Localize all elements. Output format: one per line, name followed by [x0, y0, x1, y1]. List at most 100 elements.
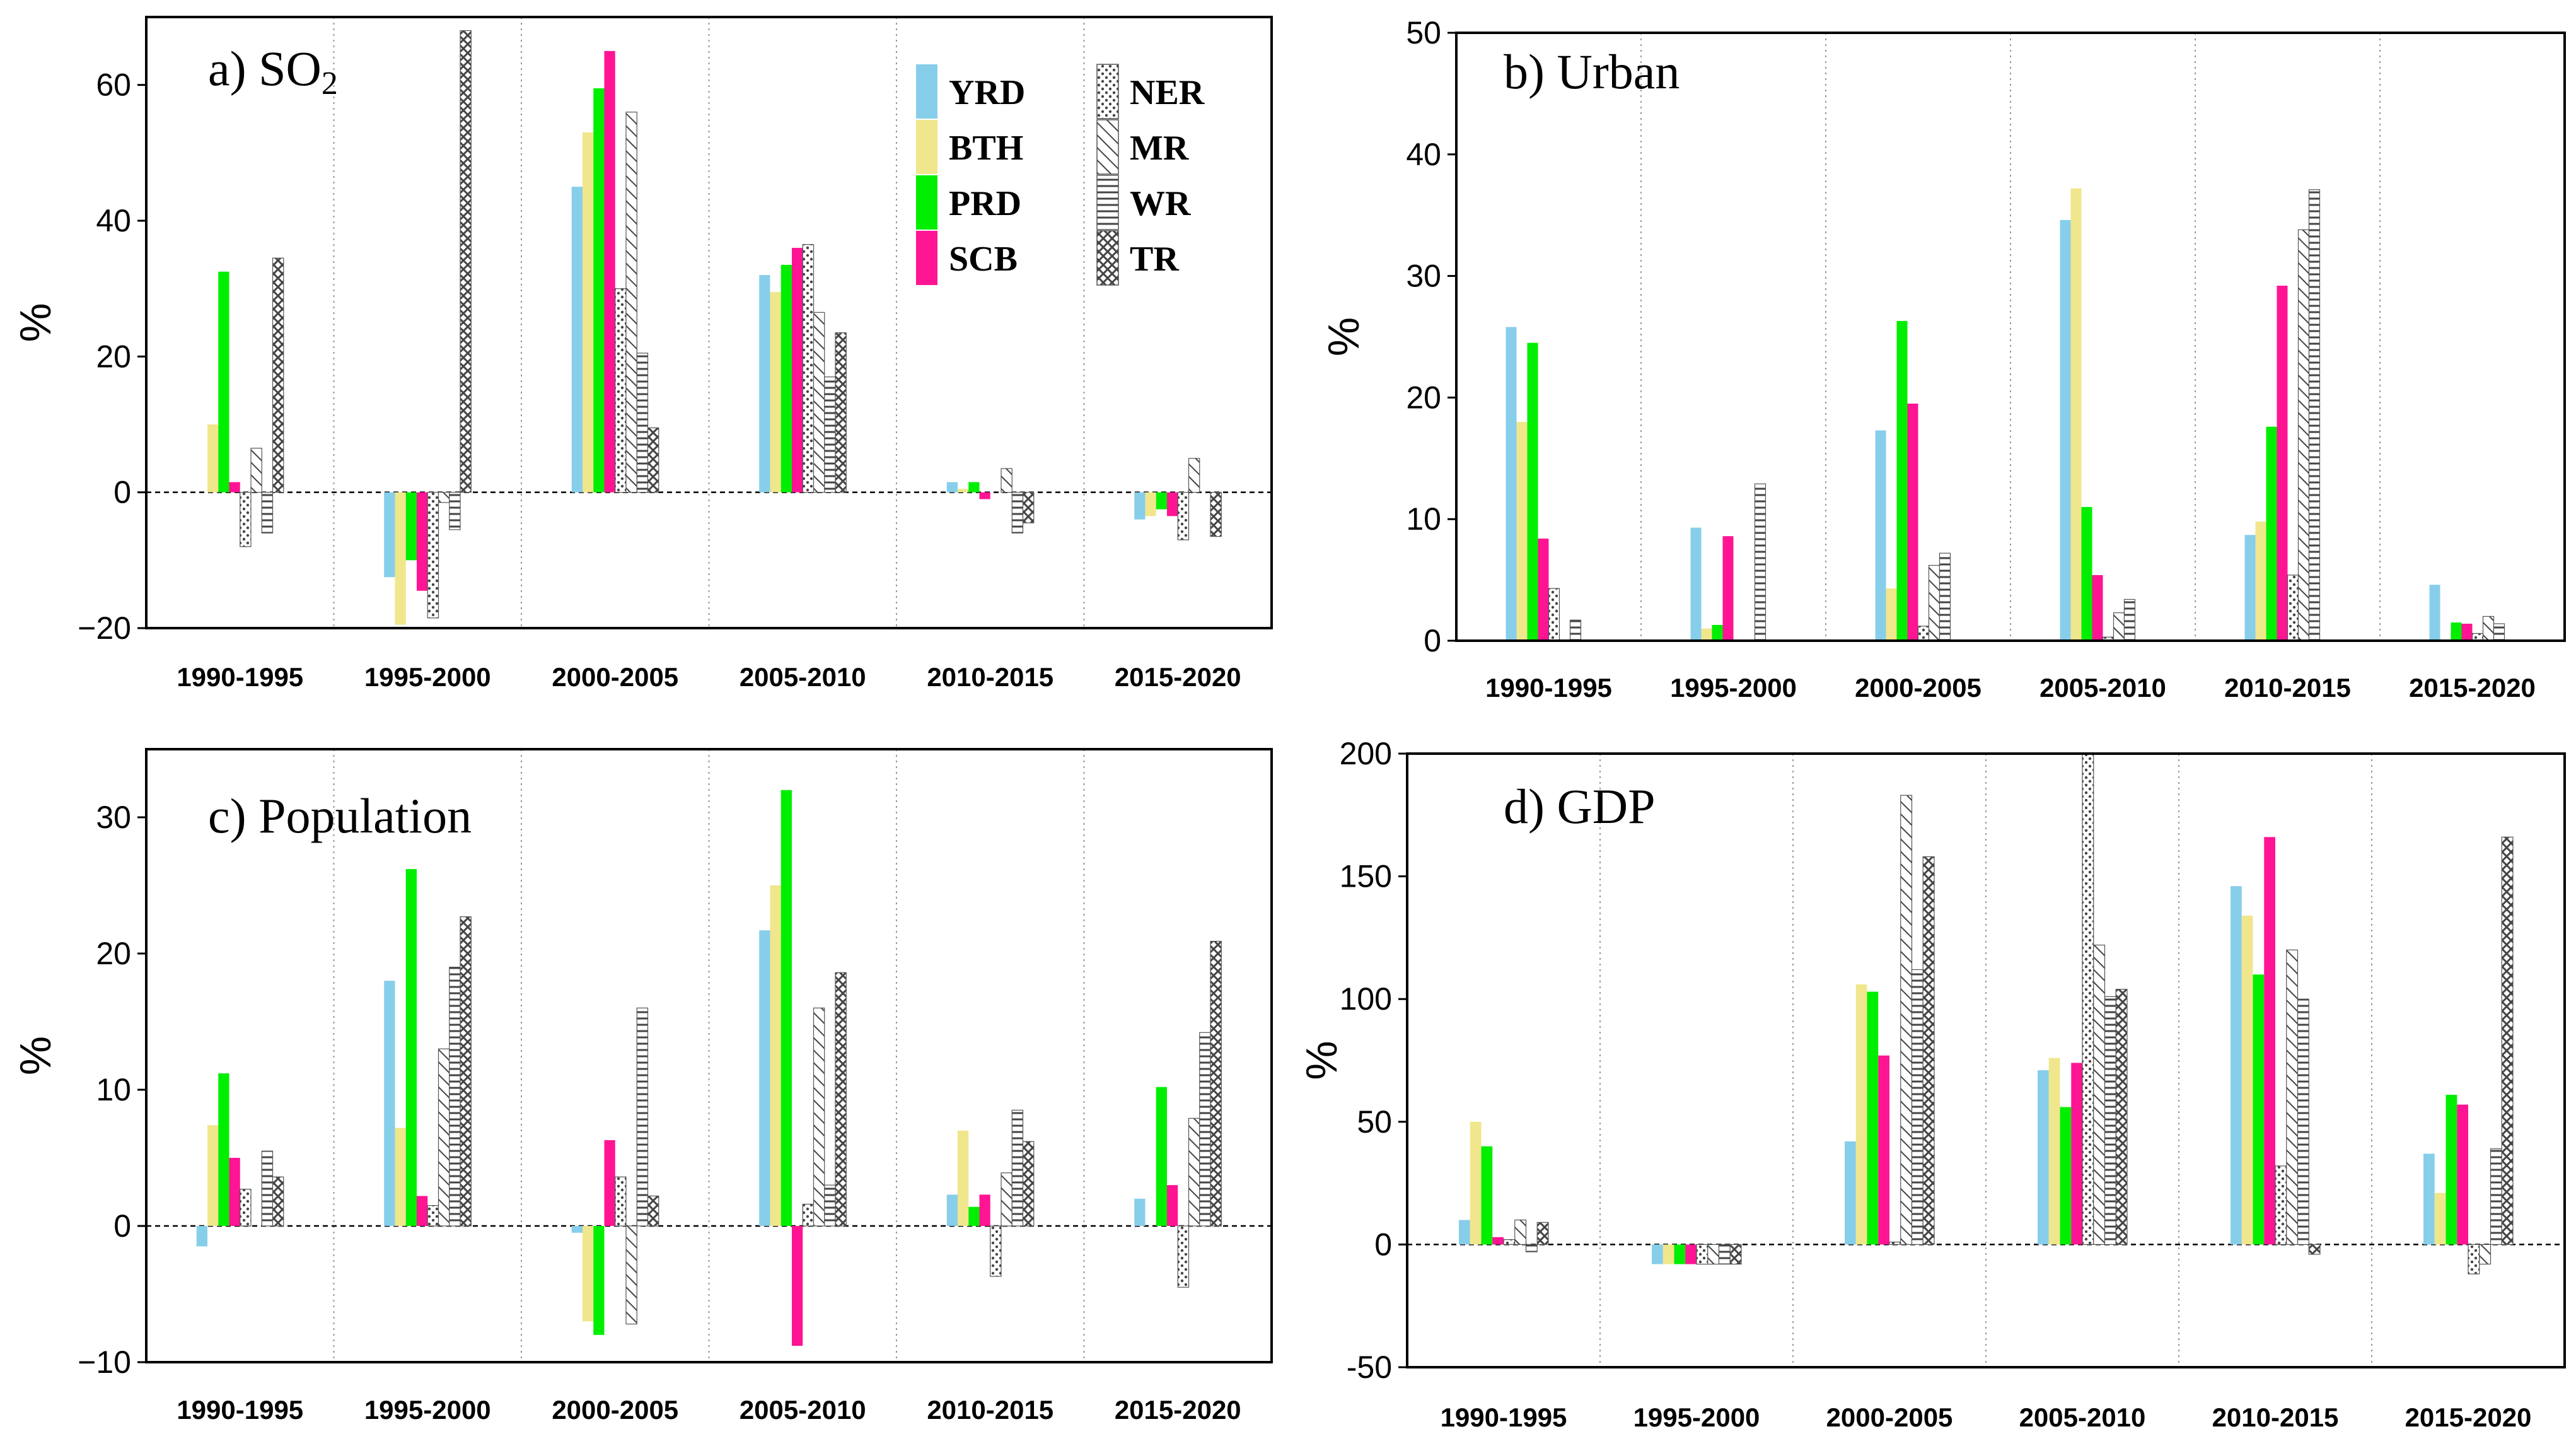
legend-label: YRD — [949, 73, 1025, 112]
bar-scb-2015-2020 — [2457, 1104, 2468, 1245]
bar-wr-1995-2000 — [449, 966, 461, 1227]
bar-ner-1995-2000 — [427, 492, 439, 619]
bar-tr-2005-2010 — [2115, 989, 2128, 1245]
bar-scb-1995-2000 — [416, 1196, 428, 1226]
bar-scb-2010-2015 — [2264, 837, 2275, 1245]
legend-entry-yrd: YRD — [916, 64, 1025, 119]
y-axis-label: % — [1297, 1041, 1346, 1080]
panel-title-subscript: 2 — [322, 66, 338, 102]
bar-mr-2005-2010 — [2093, 944, 2106, 1246]
bar-tr-2015-2020 — [1210, 940, 1222, 1227]
bar-scb-2010-2015 — [979, 1194, 990, 1226]
bar-scb-1990-1995 — [1538, 539, 1549, 641]
x-tick-label: 1995-2000 — [364, 1395, 491, 1425]
bar-wr-2015-2020 — [1199, 1032, 1211, 1227]
bar-prd-2010-2015 — [2266, 426, 2277, 641]
bar-wr-2005-2010 — [824, 376, 836, 493]
bar-tr-2005-2010 — [835, 332, 847, 493]
x-tick-label: 1995-2000 — [1670, 673, 1797, 703]
bar-mr-1995-2000 — [1707, 1244, 1720, 1265]
legend-label: BTH — [949, 129, 1023, 168]
bar-ner-2005-2010 — [2082, 753, 2094, 1246]
bar-tr-1990-1995 — [272, 257, 284, 493]
bar-mr-2000-2005 — [625, 1225, 637, 1325]
y-tick-label: −10 — [78, 1345, 131, 1380]
bar-mr-2005-2010 — [2113, 612, 2125, 641]
bar-prd-1995-2000 — [1674, 1244, 1686, 1264]
bar-tr-2010-2015 — [2308, 1244, 2321, 1255]
bar-bth-2010-2015 — [2255, 522, 2266, 641]
bar-mr-2010-2015 — [1001, 468, 1012, 493]
bar-yrd-2005-2010 — [2060, 219, 2071, 641]
y-tick-label: 0 — [1424, 623, 1441, 658]
bar-wr-1995-2000 — [1754, 483, 1767, 641]
bar-prd-2005-2010 — [2060, 1107, 2072, 1245]
x-tick-label: 2015-2020 — [1115, 662, 1241, 692]
bar-yrd-2000-2005 — [1875, 430, 1886, 641]
x-tick-label: 2010-2015 — [927, 1395, 1053, 1425]
bar-ner-2015-2020 — [1177, 492, 1190, 540]
bar-prd-2015-2020 — [2445, 1094, 2457, 1245]
legend-entry-mr: MR — [1096, 119, 1189, 175]
bar-prd-1995-2000 — [1712, 624, 1723, 641]
bar-ner-2010-2015 — [2275, 1165, 2287, 1245]
bar-mr-1990-1995 — [1514, 1219, 1527, 1245]
bar-mr-2010-2015 — [2297, 229, 2310, 641]
bar-wr-2005-2010 — [2123, 598, 2136, 641]
x-tick-label: 1995-2000 — [1633, 1403, 1760, 1432]
bar-scb-1995-2000 — [1722, 536, 1734, 641]
bar-scb-2000-2005 — [1878, 1055, 1889, 1245]
bar-bth-1990-1995 — [207, 424, 219, 493]
bar-scb-2010-2015 — [2277, 286, 2288, 641]
x-tick-label: 2015-2020 — [1115, 1395, 1241, 1425]
bar-tr-2000-2005 — [647, 427, 659, 493]
bar-yrd-1990-1995 — [1459, 1220, 1470, 1245]
bar-wr-1990-1995 — [261, 1150, 274, 1227]
bar-bth-1990-1995 — [1516, 421, 1528, 641]
bar-yrd-2015-2020 — [1134, 1198, 1146, 1226]
bar-wr-2005-2010 — [824, 1184, 836, 1227]
bar-scb-2005-2010 — [791, 248, 803, 493]
bar-mr-2005-2010 — [813, 1007, 825, 1227]
bar-wr-2015-2020 — [2493, 623, 2505, 641]
bar-ner-1995-2000 — [427, 1205, 439, 1227]
bar-prd-1990-1995 — [218, 1073, 229, 1226]
bar-mr-2015-2020 — [1188, 458, 1200, 493]
plot-frame — [145, 16, 1273, 629]
legend-swatch — [916, 231, 937, 285]
bar-yrd-2000-2005 — [571, 187, 583, 493]
bar-scb-2000-2005 — [604, 1140, 615, 1226]
plot-frame — [1406, 752, 2566, 1368]
bar-bth-1990-1995 — [207, 1125, 219, 1226]
bar-prd-2015-2020 — [2451, 622, 2462, 641]
bar-bth-2005-2010 — [2070, 188, 2082, 641]
bar-prd-2000-2005 — [1867, 991, 1879, 1245]
bar-yrd-2010-2015 — [2244, 535, 2256, 641]
bar-scb-2005-2010 — [2092, 575, 2103, 641]
bar-tr-1990-1995 — [272, 1176, 284, 1227]
bar-yrd-2005-2010 — [759, 930, 770, 1226]
x-tick-label: 2015-2020 — [2409, 673, 2536, 703]
bar-bth-1995-2000 — [395, 492, 406, 625]
bar-scb-2010-2015 — [979, 492, 990, 499]
bar-bth-1990-1995 — [1470, 1121, 1482, 1245]
bar-ner-1990-1995 — [240, 1189, 252, 1227]
bar-bth-2010-2015 — [957, 489, 969, 493]
bar-prd-2015-2020 — [1156, 492, 1167, 510]
bar-scb-1995-2000 — [416, 492, 428, 591]
bar-ner-1995-2000 — [1696, 1244, 1709, 1265]
bar-tr-1995-2000 — [460, 30, 472, 493]
bar-prd-1990-1995 — [1527, 342, 1538, 641]
bar-ner-2005-2010 — [802, 1203, 815, 1227]
x-tick-label: 2005-2010 — [2019, 1403, 2146, 1432]
x-tick-label: 2005-2010 — [740, 1395, 866, 1425]
y-tick-label: 0 — [1374, 1227, 1392, 1262]
bar-mr-1990-1995 — [250, 448, 262, 493]
y-axis-label: % — [11, 1036, 60, 1075]
legend: YRD BTH PRD SCB NER MR WR TR — [916, 64, 1205, 286]
bar-ner-2005-2010 — [802, 244, 815, 493]
x-tick-label: 1995-2000 — [364, 662, 491, 692]
bar-yrd-2010-2015 — [946, 482, 958, 493]
bar-ner-2015-2020 — [2468, 1244, 2480, 1275]
bar-prd-2010-2015 — [2253, 974, 2265, 1245]
